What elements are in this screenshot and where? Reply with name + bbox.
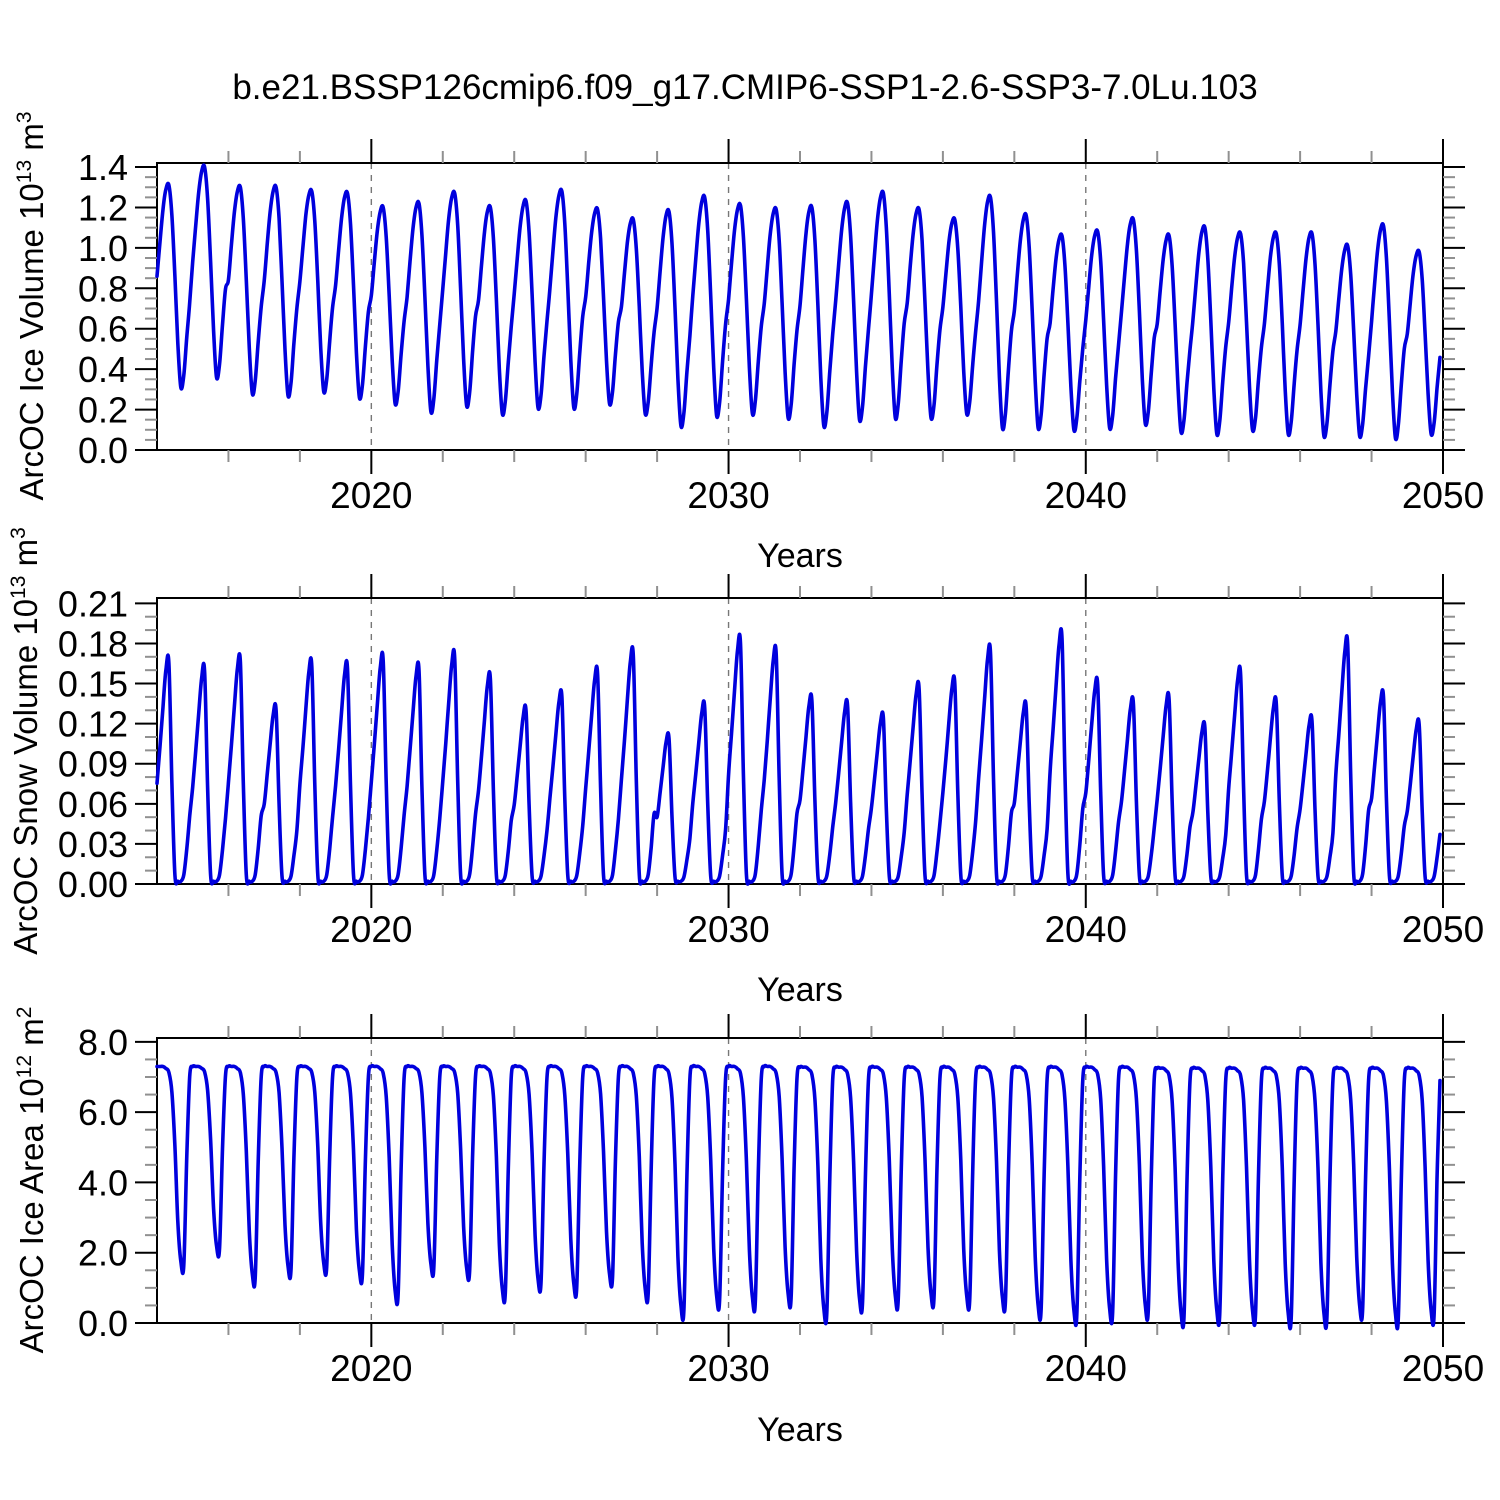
y-tick-label: 0.0 (78, 430, 128, 471)
y-tick-label: 4.0 (78, 1162, 128, 1203)
x-tick-label: 2050 (1402, 1348, 1484, 1389)
y-tick-label: 1.2 (78, 187, 128, 228)
x-tick-label: 2050 (1402, 475, 1484, 516)
figure-title: b.e21.BSSP126cmip6.f09_g17.CMIP6-SSP1-2.… (232, 68, 1258, 107)
y-tick-label: 0.12 (58, 704, 128, 745)
y-tick-label: 6.0 (78, 1092, 128, 1133)
y-tick-label: 0.6 (78, 309, 128, 350)
y-tick-label: 2.0 (78, 1233, 128, 1274)
y-tick-label: 0.00 (58, 864, 128, 905)
x-tick-label: 2050 (1402, 909, 1484, 950)
y-tick-label: 1.0 (78, 228, 128, 269)
y-tick-label: 0.0 (78, 1303, 128, 1344)
y-tick-label: 0.2 (78, 390, 128, 431)
y-tick-label: 8.0 (78, 1022, 128, 1063)
y-tick-label: 0.4 (78, 349, 128, 390)
x-tick-label: 2020 (330, 1348, 412, 1389)
y-tick-label: 0.06 (58, 784, 128, 825)
y-tick-label: 0.21 (58, 583, 128, 624)
x-tick-label: 2040 (1045, 475, 1127, 516)
x-tick-label: 2040 (1045, 909, 1127, 950)
x-axis-title-middle: Years (757, 971, 843, 1009)
x-tick-label: 2020 (330, 909, 412, 950)
x-tick-label: 2030 (687, 909, 769, 950)
x-tick-label: 2040 (1045, 1348, 1127, 1389)
y-tick-label: 0.09 (58, 744, 128, 785)
x-tick-label: 2020 (330, 475, 412, 516)
data-series-line (155, 627, 1442, 886)
data-series-line (155, 163, 1442, 442)
y-tick-label: 1.4 (78, 147, 128, 188)
data-series-line (155, 1063, 1442, 1331)
x-axis-title-bottom: Years (757, 1411, 843, 1449)
x-tick-label: 2030 (687, 475, 769, 516)
x-tick-label: 2030 (687, 1348, 769, 1389)
y-tick-label: 0.03 (58, 824, 128, 865)
x-axis-title-top: Years (757, 537, 843, 575)
y-tick-label: 0.18 (58, 623, 128, 664)
y-tick-label: 0.8 (78, 268, 128, 309)
y-tick-label: 0.15 (58, 663, 128, 704)
